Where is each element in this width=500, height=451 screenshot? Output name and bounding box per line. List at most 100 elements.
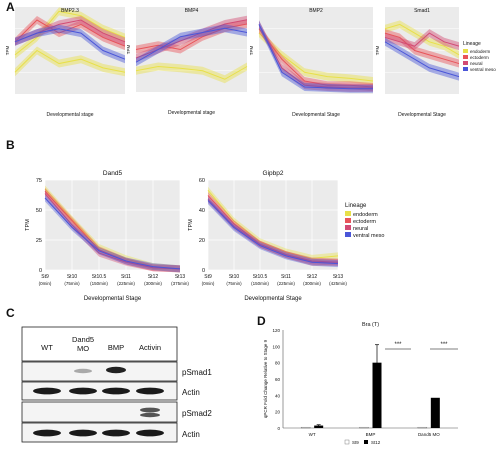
chart-a2-series-line [135, 19, 248, 59]
blot-column-activin: Activin [138, 343, 162, 352]
chart-b1-xlabel: Developmental Stage [84, 296, 142, 302]
chart-b2-series-neural [207, 198, 339, 263]
chart-a4-xlabel: Developmental Stage [398, 112, 446, 118]
chart-a4-series-line [384, 32, 460, 47]
chart-b1-xtick-time: (300min) [144, 281, 162, 286]
legend-b-label: endoderm [353, 212, 378, 218]
chart-b1-ytick-label: 50 [36, 208, 42, 214]
chart-a1-series-line [14, 49, 126, 73]
chart-a3-band [259, 24, 373, 92]
chart-a3-xlabel: Developmental Stage [292, 112, 340, 118]
chart-b1-title: Dand5 [103, 170, 123, 177]
chart-a3-band [259, 20, 373, 93]
chart-a2-series-line [135, 65, 248, 80]
chart-b1-xtick-time: (75min) [64, 281, 80, 286]
chart-d-ytick-label: 120 [272, 328, 280, 333]
chart-b1-xtick-label: St12 [148, 274, 159, 280]
chart-d-ytick-label: 60 [275, 377, 281, 382]
chart-b1-ylabel: TPM [25, 219, 31, 231]
blot-band-psmad1-bmp [106, 366, 126, 374]
blot-band-actin-1-lane-2 [69, 387, 97, 395]
chart-b2-xtick-time: (300min) [303, 281, 321, 286]
chart-b1-ytick-label: 0 [39, 268, 42, 274]
legend-b-label: ventral meso [353, 233, 385, 239]
chart-b2-xtick-label: St9 [204, 274, 212, 280]
chart-b2-band-ventral-meso [208, 197, 338, 268]
chart-d-legend-swatch-st9 [344, 439, 350, 445]
blot-column-wt: WT [41, 343, 53, 352]
chart-a3-series-line [258, 32, 374, 82]
chart-a4-band [385, 37, 459, 81]
blot-band-actin-1-lane-4 [136, 387, 164, 395]
legend-b-title: Lineage [345, 203, 367, 209]
blot-band-psmad2-activin-lower [140, 412, 160, 418]
chart-d-ytick-label: 80 [275, 361, 281, 366]
chart-d-ylabel: qPCR Fold Change Relative to Stage 9 [263, 339, 268, 418]
chart-b2-xtick-time: (425min) [329, 281, 347, 286]
chart-a3-ylabel: TPM [249, 45, 254, 55]
chart-b2-ytick-label: 60 [199, 178, 205, 184]
chart-a1-ylabel: TPM [5, 45, 10, 55]
chart-b2-ytick-label: 0 [202, 268, 205, 274]
chart-b2-xtick-label: St12 [307, 274, 318, 280]
panel-letter-c: C [6, 306, 15, 320]
chart-d-sig-label: *** [440, 342, 448, 348]
chart-b2-xtick-label: St13 [333, 274, 344, 280]
chart-b2-series-ventral-meso [207, 200, 339, 265]
blot-column-bmp: BMP [107, 343, 125, 352]
chart-b1-xtick-time: (375min) [171, 281, 189, 286]
blot-row-psmad1: pSmad1 [182, 368, 212, 377]
chart-a2-title: BMP4 [185, 8, 199, 14]
panel-letter-b: B [6, 138, 15, 152]
chart-a1-title: BMP2.3 [61, 8, 79, 14]
blot-column-dand5-mo: Dand5 MO [71, 335, 95, 353]
legend-a-title: Lineage [463, 41, 481, 47]
chart-a3-series-line [258, 24, 373, 90]
chart-b2-xtick-label: St10.5 [253, 274, 268, 280]
chart-b1-xtick-time: (225min) [117, 281, 135, 286]
blot-band-actin-1-lane-1 [33, 387, 61, 395]
chart-a1-series-line [14, 10, 126, 56]
chart-a1-band [15, 24, 125, 64]
panel-letter-a: A [6, 0, 15, 14]
blot-strip-3 [21, 401, 178, 423]
chart-a2-band [136, 24, 247, 67]
chart-d-category-label: BMP [366, 432, 376, 437]
chart-b2-xlabel: Developmental Stage [244, 296, 302, 302]
chart-d-bar-St12-1 [314, 425, 324, 428]
chart-b2-series-endoderm [207, 189, 339, 259]
blot-band-actin-2-lane-1 [33, 429, 61, 437]
chart-d-bar-St12-2 [372, 362, 382, 428]
chart-b2-xtick-time: (75min) [226, 281, 242, 286]
chart-b2-band-neural [208, 195, 338, 266]
chart-b1-series-neural [44, 193, 181, 270]
chart-d-category-label: WT [309, 432, 316, 437]
chart-a3-series-line [258, 28, 374, 88]
chart-a4-series-line [384, 23, 460, 56]
blot-band-actin-2-lane-4 [136, 429, 164, 437]
blot-strip-2 [21, 381, 178, 401]
chart-a2-band [136, 15, 247, 62]
chart-d-ytick-label: 0 [277, 426, 280, 431]
blot-strip-4 [21, 422, 178, 443]
blot-row-actin-2: Actin [182, 430, 200, 439]
chart-d-legend-st12: St12 [371, 440, 381, 445]
legend-a-swatch [463, 67, 468, 71]
chart-a4-series-line [384, 41, 460, 78]
chart-b1-xtick-label: St10 [67, 274, 78, 280]
chart-d-bar-St9-3 [417, 426, 428, 429]
legend-b-swatch [345, 232, 351, 237]
chart-b2-xtick-time: (225min) [277, 281, 295, 286]
chart-d-legend-swatch-st12 [364, 440, 368, 444]
chart-d-bar-St9-1 [300, 426, 311, 429]
chart-b1-series-ventral-meso [44, 197, 181, 270]
legend-b-swatch [345, 218, 351, 223]
chart-b2-ylabel: TPM [188, 219, 194, 231]
chart-a2-band [136, 20, 247, 54]
chart-d-bar-St12-3 [430, 397, 440, 428]
chart-a4-series-line [384, 32, 460, 65]
chart-d-ytick-label: 100 [272, 344, 280, 349]
chart-b1-xtick-time: (150min) [90, 281, 108, 286]
chart-b2-title: Gipbp2 [263, 170, 284, 177]
